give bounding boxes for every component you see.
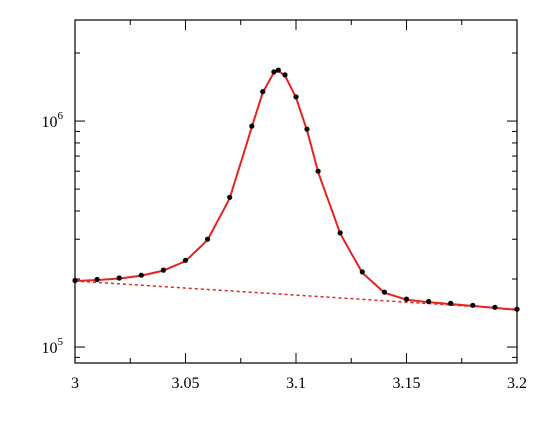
x-tick-label: 3	[71, 375, 79, 392]
data-point	[260, 89, 266, 95]
y-tick-label: 105	[42, 336, 64, 357]
baseline-dotted-line	[74, 280, 518, 310]
data-point	[227, 194, 233, 200]
data-point	[116, 275, 122, 281]
y-tick-base: 10	[42, 340, 58, 357]
data-point	[160, 267, 166, 273]
data-point	[381, 289, 387, 295]
data-point	[205, 236, 211, 242]
data-point	[426, 298, 432, 305]
data-point	[304, 126, 310, 132]
data-point	[275, 67, 281, 73]
data-point	[448, 300, 454, 306]
data-point	[282, 72, 288, 78]
y-tick-label: 106	[42, 110, 64, 131]
data-point	[72, 277, 78, 284]
data-point	[94, 276, 100, 283]
y-tick-exponent: 6	[58, 110, 64, 122]
data-point	[514, 306, 520, 312]
plot-frame	[74, 19, 518, 364]
x-tick-label: 3.1	[286, 375, 306, 392]
data-point	[403, 296, 410, 302]
data-point	[271, 69, 277, 75]
data-point	[138, 272, 144, 278]
y-tick-base: 10	[42, 114, 58, 131]
y-tick-exponent: 5	[58, 336, 64, 348]
data-point	[315, 168, 321, 174]
data-point	[182, 257, 189, 263]
data-point	[337, 230, 343, 236]
data-point	[492, 304, 498, 310]
data-point	[249, 123, 255, 129]
data-point	[470, 302, 476, 308]
x-tick-label: 3.2	[507, 375, 527, 392]
x-tick-label: 3.05	[172, 375, 200, 392]
x-tick-label: 3.15	[393, 375, 421, 392]
data-point	[293, 94, 299, 100]
data-point	[359, 269, 365, 275]
